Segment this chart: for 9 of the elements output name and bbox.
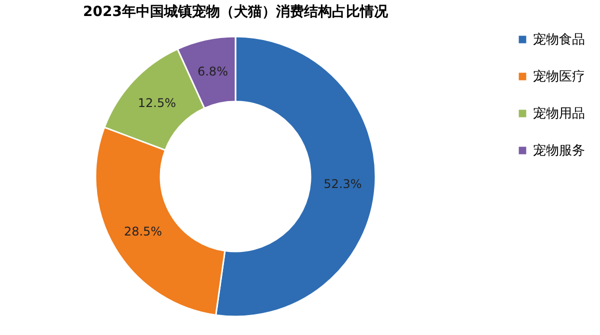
data-label: 28.5% bbox=[124, 224, 162, 238]
legend-label: 宠物食品 bbox=[533, 32, 585, 48]
data-label: 6.8% bbox=[197, 64, 228, 78]
chart-title: 2023年中国城镇宠物（犬猫）消费结构占比情况 bbox=[83, 3, 389, 20]
data-label: 12.5% bbox=[138, 96, 176, 110]
legend-label: 宠物服务 bbox=[533, 144, 585, 158]
data-label: 52.3% bbox=[324, 177, 362, 192]
legend-label: 宠物用品 bbox=[533, 106, 585, 122]
legend-label: 宠物医疗 bbox=[533, 70, 585, 84]
